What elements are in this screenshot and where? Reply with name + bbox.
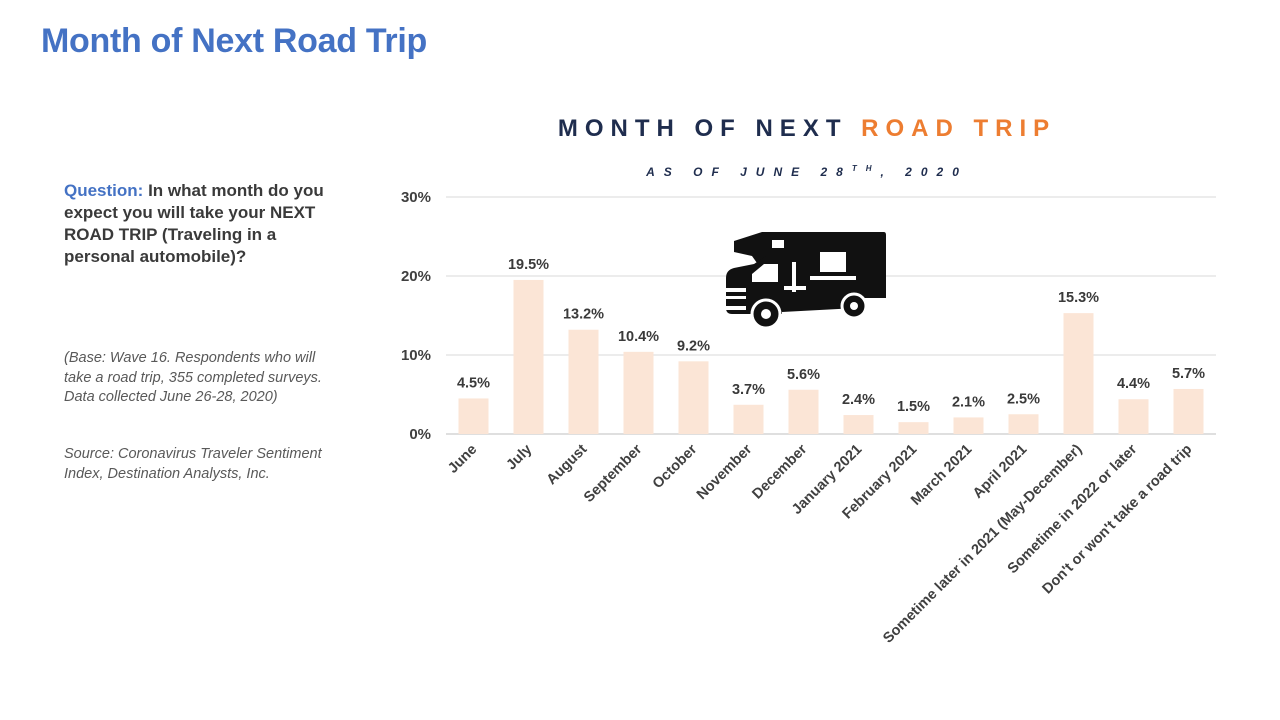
data-label: 3.7% <box>732 382 765 398</box>
bar <box>678 361 709 434</box>
x-tick-label: September <box>581 441 646 506</box>
chart-subtitle: AS OF JUNE 28TH, 2020 <box>645 164 968 179</box>
bar <box>1063 313 1094 434</box>
question-text: Question: In what month do you expect yo… <box>64 180 334 268</box>
x-tick-label: July <box>503 442 535 474</box>
data-label: 5.6% <box>787 367 820 383</box>
bar <box>623 351 654 434</box>
data-label: 2.1% <box>952 394 985 410</box>
bar <box>843 415 874 434</box>
x-tick-label: August <box>544 441 591 488</box>
chart-subtitle-main: AS OF JUNE 28 <box>645 165 852 179</box>
data-label: 2.5% <box>1007 391 1040 407</box>
chart-title-part1: MONTH OF NEXT <box>558 115 848 142</box>
bar <box>733 404 764 434</box>
rv-camper-icon <box>724 232 886 330</box>
data-label: 1.5% <box>897 399 930 415</box>
chart-subtitle-end: , 2020 <box>880 165 968 179</box>
data-label: 5.7% <box>1172 366 1205 382</box>
base-note: (Base: Wave 16. Respondents who will tak… <box>64 350 322 405</box>
question-label: Question: <box>64 181 144 200</box>
bar <box>898 422 929 434</box>
bar <box>788 389 819 434</box>
question-body: In what month do you expect you will tak… <box>64 181 324 266</box>
y-tick-label: 0% <box>409 426 431 443</box>
data-label: 2.4% <box>842 392 875 408</box>
x-tick-label: October <box>650 441 701 492</box>
data-label: 4.5% <box>457 375 490 391</box>
x-tick-label: June <box>445 442 480 477</box>
x-tick-label: April 2021 <box>970 442 1030 502</box>
x-tick-label: November <box>694 441 756 503</box>
data-label: 10.4% <box>618 329 659 345</box>
bar <box>953 417 984 434</box>
slide-title: Month of Next Road Trip <box>41 22 427 60</box>
bar <box>1118 399 1149 434</box>
chart-title: MONTH OF NEXT ROAD TRIP <box>558 115 1056 142</box>
data-label: 15.3% <box>1058 290 1099 306</box>
bar <box>513 279 544 434</box>
bar <box>458 398 489 434</box>
data-label: 4.4% <box>1117 376 1150 392</box>
source-note: Source: Coronavirus Traveler Sentiment I… <box>64 446 322 482</box>
x-tick-label: Sometime later in 2021 (May-December) <box>880 441 1085 646</box>
bar <box>1173 388 1204 434</box>
chart-subtitle-sup: TH <box>852 164 881 173</box>
bar <box>568 329 599 434</box>
y-tick-label: 20% <box>401 268 431 285</box>
bar <box>1008 414 1039 434</box>
y-tick-label: 10% <box>401 347 431 364</box>
data-label: 19.5% <box>508 257 549 273</box>
chart-title-part2: ROAD TRIP <box>861 115 1056 142</box>
y-tick-label: 30% <box>401 189 431 206</box>
data-label: 9.2% <box>677 338 710 354</box>
data-label: 13.2% <box>563 307 604 323</box>
